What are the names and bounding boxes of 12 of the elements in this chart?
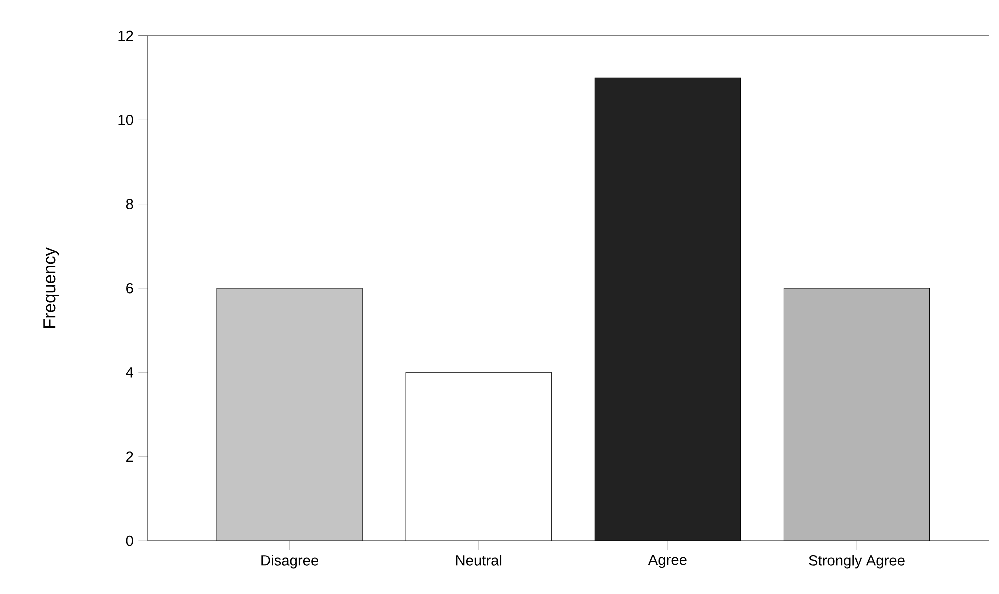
- x-tick-label: Neutral: [456, 555, 502, 566]
- y-tick-label: 10: [118, 114, 134, 126]
- x-tick-label: Disagree: [262, 555, 318, 569]
- x-tick-label: Agree: [648, 555, 687, 568]
- x-tick-label: Strongly Agree: [809, 555, 905, 569]
- y-tick-label: 12: [118, 30, 134, 42]
- y-tick-label: 0: [126, 536, 134, 546]
- y-axis-title: Frequency: [44, 248, 60, 328]
- y-tick-label: 2: [126, 452, 134, 462]
- y-tick-label: 8: [126, 199, 134, 210]
- y-tick-label: 6: [126, 283, 134, 294]
- y-tick-label: 4: [126, 368, 134, 378]
